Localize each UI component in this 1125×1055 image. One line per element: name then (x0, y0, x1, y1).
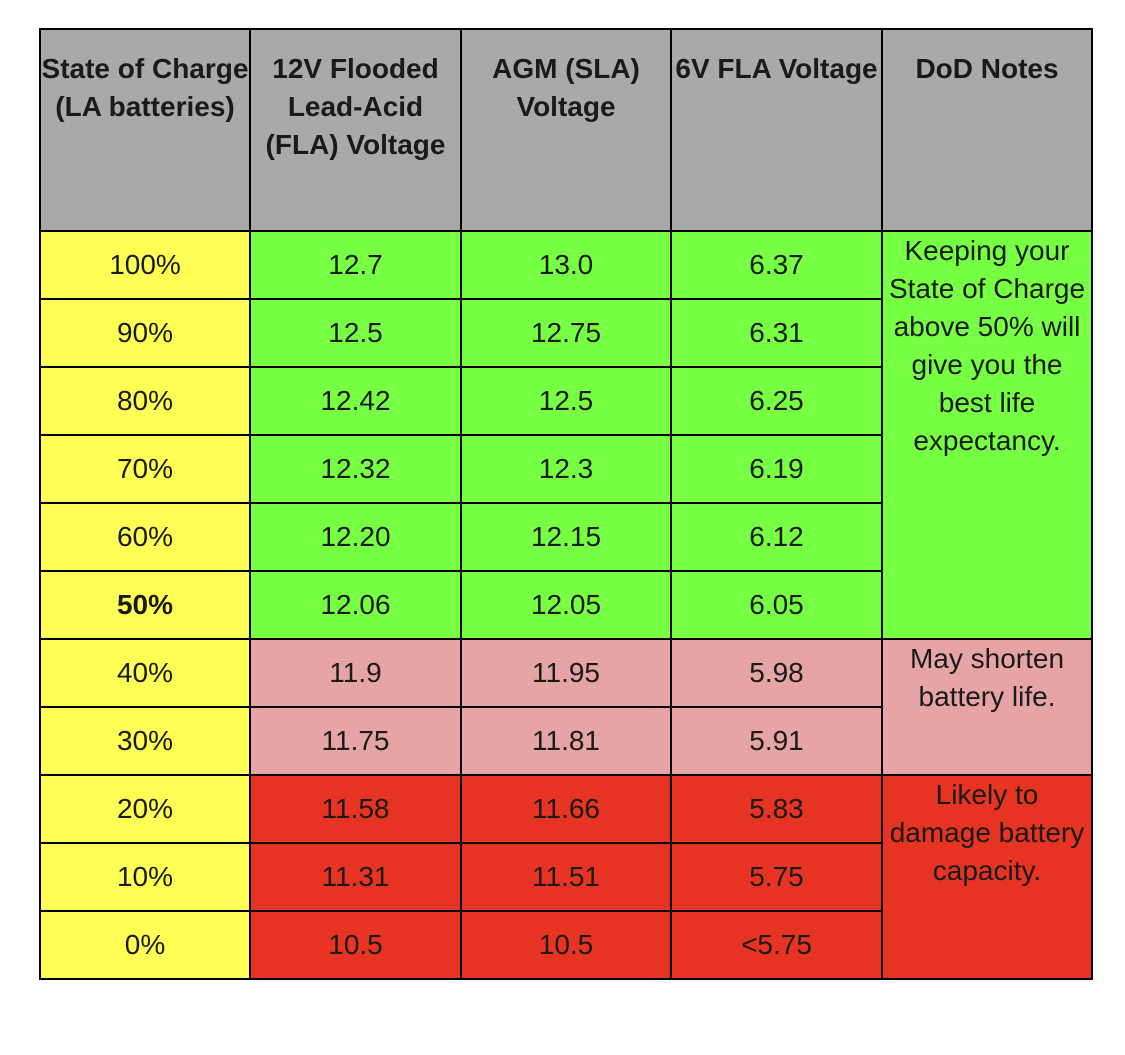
agm-voltage-cell: 12.3 (460, 434, 672, 504)
fla-12v-voltage-cell: 12.42 (249, 366, 462, 436)
column-header-dod-notes: DoD Notes (881, 28, 1093, 232)
agm-voltage-cell: 12.15 (460, 502, 672, 572)
table-row: 10% 11.31 11.51 5.75 (39, 842, 1092, 912)
fla-6v-voltage-cell: 6.25 (670, 366, 883, 436)
agm-voltage-cell: 12.5 (460, 366, 672, 436)
state-of-charge-cell: 60% (39, 502, 251, 572)
column-header-12v-fla-voltage: 12V Flooded Lead-Acid (FLA) Voltage (249, 28, 462, 232)
agm-voltage-cell: 12.75 (460, 298, 672, 368)
fla-6v-voltage-cell: 6.12 (670, 502, 883, 572)
table-row: 20% 11.58 11.66 5.83 Likely to damage batter… (39, 774, 1093, 980)
fla-12v-voltage-cell: 11.9 (249, 638, 462, 708)
fla-6v-voltage-cell: 5.75 (670, 842, 883, 912)
fla-12v-voltage-cell: 11.31 (249, 842, 462, 912)
state-of-charge-cell: 20% (39, 774, 251, 844)
state-of-charge-cell: 70% (39, 434, 251, 504)
table-row: 70% 12.32 12.3 6.19 (39, 434, 1092, 504)
fla-12v-voltage-cell: 12.06 (249, 570, 462, 640)
agm-voltage-cell: 11.81 (460, 706, 672, 776)
fla-6v-voltage-cell: 5.98 (670, 638, 883, 708)
table-row: 30% 11.75 11.81 5.91 (39, 706, 1092, 776)
fla-12v-voltage-cell: 12.5 (249, 298, 462, 368)
column-header-6v-fla-voltage: 6V FLA Voltage (670, 28, 883, 232)
table-row: 60% 12.20 12.15 6.12 (39, 502, 1092, 572)
fla-12v-voltage-cell: 11.75 (249, 706, 462, 776)
state-of-charge-cell: 10% (39, 842, 251, 912)
dod-note-cell: Likely to damage battery capacity. (881, 774, 1093, 980)
fla-12v-voltage-cell: 10.5 (249, 910, 462, 980)
agm-voltage-cell: 12.05 (460, 570, 672, 640)
table-body: 100% 12.7 13.0 6.37 Keeping your State of Ch… (39, 230, 1093, 980)
fla-6v-voltage-cell: 5.91 (670, 706, 883, 776)
fla-12v-voltage-cell: 11.58 (249, 774, 462, 844)
state-of-charge-cell: 40% (39, 638, 251, 708)
fla-12v-voltage-cell: 12.32 (249, 434, 462, 504)
state-of-charge-cell: 30% (39, 706, 251, 776)
fla-6v-voltage-cell: <5.75 (670, 910, 883, 980)
agm-voltage-cell: 13.0 (460, 230, 672, 300)
agm-voltage-cell: 11.66 (460, 774, 672, 844)
table-row: 40% 11.9 11.95 5.98 May shorten battery life… (39, 638, 1093, 776)
fla-6v-voltage-cell: 6.05 (670, 570, 883, 640)
table-row: 80% 12.42 12.5 6.25 (39, 366, 1092, 436)
dod-note-cell: Keeping your State of Charge above 50% w… (881, 230, 1093, 640)
state-of-charge-cell: 100% (39, 230, 251, 300)
battery-voltage-table: State of Charge (LA batteries) 12V Flood… (39, 28, 1093, 980)
column-header-state-of-charge: State of Charge (LA batteries) (39, 28, 251, 232)
fla-6v-voltage-cell: 6.19 (670, 434, 883, 504)
fla-6v-voltage-cell: 6.31 (670, 298, 883, 368)
column-header-agm-voltage: AGM (SLA) Voltage (460, 28, 672, 232)
state-of-charge-cell: 80% (39, 366, 251, 436)
fla-6v-voltage-cell: 6.37 (670, 230, 883, 300)
state-of-charge-cell: 50% (39, 570, 251, 640)
table-row: 0% 10.5 10.5 <5.75 (39, 910, 1092, 980)
agm-voltage-cell: 11.51 (460, 842, 672, 912)
fla-12v-voltage-cell: 12.7 (249, 230, 462, 300)
fla-6v-voltage-cell: 5.83 (670, 774, 883, 844)
table-row: 50% 12.06 12.05 6.05 (39, 570, 1092, 640)
table-row: 90% 12.5 12.75 6.31 (39, 298, 1092, 368)
dod-note-cell: May shorten battery life. (881, 638, 1093, 776)
agm-voltage-cell: 10.5 (460, 910, 672, 980)
table-row: 100% 12.7 13.0 6.37 Keeping your State of Ch… (39, 230, 1093, 640)
state-of-charge-cell: 0% (39, 910, 251, 980)
agm-voltage-cell: 11.95 (460, 638, 672, 708)
state-of-charge-cell: 90% (39, 298, 251, 368)
fla-12v-voltage-cell: 12.20 (249, 502, 462, 572)
table-header-row: State of Charge (LA batteries) 12V Flood… (39, 28, 1093, 232)
